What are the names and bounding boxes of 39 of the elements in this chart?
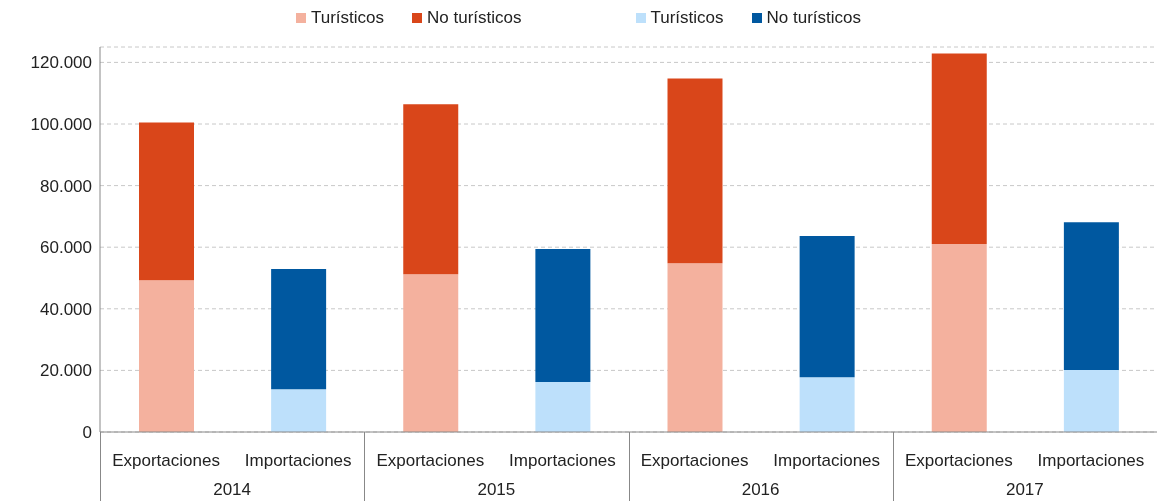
y-tick-label: 40.000 <box>40 299 92 319</box>
bar <box>799 236 855 378</box>
text: 2015 <box>476 480 517 500</box>
bar <box>931 53 987 245</box>
bar <box>271 389 327 432</box>
bar <box>535 249 591 383</box>
bar <box>271 269 327 390</box>
x-tick-label: Exportaciones <box>640 451 749 471</box>
x-tick-label: Exportaciones <box>904 451 1013 471</box>
bar <box>799 377 855 432</box>
text: 2014 <box>212 480 253 500</box>
bar <box>667 263 723 432</box>
bar <box>403 104 459 275</box>
y-tick-label: 60.000 <box>40 238 92 258</box>
y-tick-label: 0 <box>82 423 92 443</box>
legend-label: Turísticos <box>309 8 385 28</box>
bar <box>931 244 987 432</box>
bar <box>667 78 723 264</box>
bar <box>139 122 194 281</box>
bar <box>139 280 194 432</box>
x-tick-label: Importaciones <box>509 451 616 471</box>
x-tick-label: Importaciones <box>773 451 881 471</box>
legend-label: No turísticos <box>765 8 862 28</box>
x-tick-label: Exportaciones <box>376 451 485 471</box>
y-tick-label: 80.000 <box>40 176 92 196</box>
x-tick-label: Importaciones <box>244 451 352 471</box>
text: 2016 <box>740 480 781 500</box>
x-tick-label: Importaciones <box>1037 451 1145 471</box>
y-tick-label: 100.000 <box>30 115 92 135</box>
y-tick-label: 120.000 <box>30 53 92 73</box>
bar <box>1063 222 1119 371</box>
bar <box>1063 370 1119 432</box>
legend-label: No turísticos <box>426 8 522 28</box>
legend-label: Turísticos <box>649 8 724 28</box>
x-tick-label: Exportaciones <box>112 451 220 471</box>
bar <box>403 274 459 432</box>
y-tick-label: 20.000 <box>40 361 92 381</box>
text: 2017 <box>1004 480 1045 500</box>
bar <box>535 382 591 432</box>
